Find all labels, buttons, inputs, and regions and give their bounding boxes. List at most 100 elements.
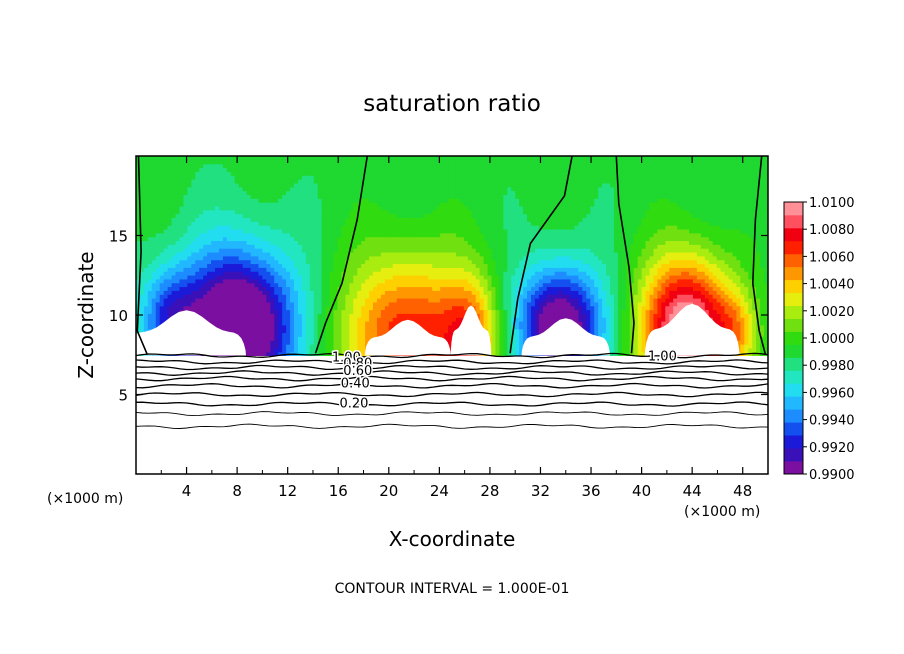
heatmap-cell: [207, 259, 212, 265]
heatmap-cell: [463, 255, 469, 261]
heatmap-cell: [515, 236, 520, 242]
heatmap-cell: [286, 251, 291, 257]
heatmap-cell: [353, 313, 358, 318]
heatmap-cell: [301, 271, 307, 276]
heatmap-cell: [590, 324, 595, 330]
heatmap-cell: [321, 244, 327, 249]
heatmap-cell: [143, 301, 149, 307]
heatmap-cell: [582, 263, 587, 268]
heatmap-cell: [313, 344, 319, 349]
heatmap-cell: [337, 244, 342, 249]
heatmap-cell: [215, 240, 220, 245]
heatmap-cell: [226, 313, 232, 318]
heatmap-cell: [218, 259, 224, 265]
heatmap-cell: [704, 263, 710, 268]
heatmap-cell: [365, 313, 370, 318]
heatmap-cell: [487, 271, 493, 276]
heatmap-cell: [246, 351, 252, 356]
heatmap-cell: [574, 278, 579, 284]
heatmap-cell: [136, 286, 141, 291]
heatmap-cell: [554, 248, 560, 253]
heatmap-cell: [459, 282, 465, 288]
heatmap-cell: [511, 286, 516, 291]
heatmap-cell: [637, 309, 643, 314]
heatmap-cell: [499, 317, 504, 322]
heatmap-cell: [278, 344, 283, 349]
heatmap-cell: [278, 251, 283, 257]
heatmap-cell: [230, 255, 236, 261]
heatmap-cell: [499, 263, 504, 268]
heatmap-cell: [704, 309, 710, 314]
heatmap-cell: [199, 305, 204, 311]
heatmap-cell: [258, 305, 263, 311]
heatmap-cell: [254, 309, 260, 314]
heatmap-cell: [416, 240, 421, 245]
heatmap-cell: [752, 344, 757, 349]
heatmap-cell: [392, 305, 398, 311]
heatmap-cell: [617, 297, 623, 303]
heatmap-cell: [167, 244, 173, 249]
heatmap-cell: [384, 259, 390, 265]
heatmap-cell: [278, 336, 283, 341]
heatmap-cell: [333, 317, 339, 322]
heatmap-cell: [321, 286, 327, 291]
heatmap-cell: [408, 313, 414, 318]
heatmap-cell: [416, 309, 421, 314]
heatmap-cell: [617, 244, 623, 249]
heatmap-cell: [452, 309, 457, 314]
heatmap-cell: [159, 309, 165, 314]
heatmap-cell: [487, 332, 493, 337]
heatmap-cell: [230, 297, 236, 303]
heatmap-cell: [258, 263, 263, 268]
heatmap-cell: [531, 324, 536, 330]
heatmap-cell: [274, 294, 279, 299]
heatmap-cell: [633, 286, 639, 291]
heatmap-cell: [365, 328, 370, 334]
heatmap-cell: [452, 294, 457, 299]
heatmap-cell: [732, 286, 737, 291]
heatmap-cell: [424, 240, 429, 245]
heatmap-cell: [562, 274, 568, 280]
heatmap-cell: [515, 328, 520, 334]
heatmap-cell: [748, 301, 753, 307]
heatmap-cell: [384, 263, 390, 268]
heatmap-cell: [218, 244, 224, 249]
heatmap-cell: [171, 263, 177, 268]
heatmap-cell: [376, 263, 382, 268]
heatmap-cell: [503, 324, 508, 330]
heatmap-cell: [329, 344, 335, 349]
heatmap-cell: [365, 278, 370, 284]
heatmap-cell: [657, 278, 662, 284]
heatmap-cell: [151, 282, 157, 288]
heatmap-cell: [155, 267, 161, 272]
heatmap-cell: [748, 305, 753, 311]
heatmap-cell: [369, 278, 374, 284]
heatmap-cell: [183, 297, 188, 303]
heatmap-cell: [673, 297, 678, 303]
heatmap-cell: [649, 282, 655, 288]
heatmap-cell: [246, 274, 252, 280]
heatmap-cell: [258, 278, 263, 284]
heatmap-cell: [748, 344, 753, 349]
heatmap-cell: [286, 324, 291, 330]
heatmap-cell: [313, 286, 319, 291]
heatmap-cell: [218, 313, 224, 318]
heatmap-cell: [373, 282, 378, 288]
heatmap-cell: [586, 278, 591, 284]
heatmap-cell: [290, 347, 295, 353]
heatmap-cell: [602, 263, 607, 268]
heatmap-cell: [195, 240, 200, 245]
heatmap-cell: [222, 282, 228, 288]
heatmap-cell: [384, 321, 390, 326]
heatmap-cell: [167, 313, 173, 318]
heatmap-cell: [554, 244, 560, 249]
heatmap-cell: [479, 267, 485, 272]
heatmap-cell: [519, 328, 524, 334]
heatmap-cell: [554, 294, 560, 299]
heatmap-cell: [191, 267, 196, 272]
heatmap-cell: [270, 321, 275, 326]
heatmap-cell: [637, 294, 643, 299]
heatmap-cell: [467, 236, 473, 242]
heatmap-cell: [633, 263, 639, 268]
heatmap-cell: [570, 244, 576, 249]
